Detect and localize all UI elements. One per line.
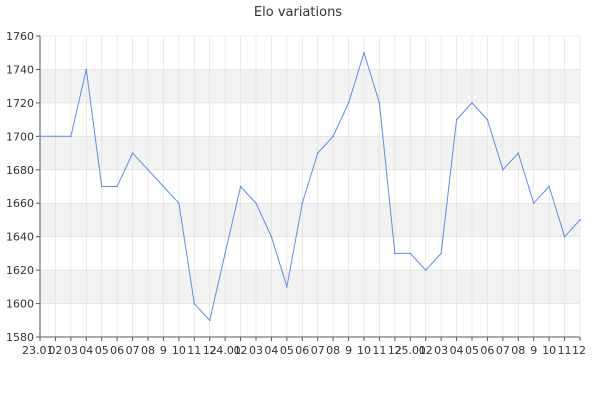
x-tick-label: 08 [326, 344, 340, 357]
y-tick-label: 1620 [6, 264, 34, 277]
grid-band [40, 69, 580, 103]
x-tick-label: 07 [126, 344, 140, 357]
x-tick-label: 9 [160, 344, 167, 357]
x-tick-label: 9 [345, 344, 352, 357]
data-point [255, 202, 257, 205]
x-tick-label: 02 [48, 344, 62, 357]
data-point [486, 118, 489, 121]
chart-title: Elo variations [254, 5, 342, 20]
x-tick-label: 02 [419, 344, 433, 357]
x-tick-label: 08 [511, 344, 525, 357]
y-tick-label: 1640 [6, 231, 34, 244]
data-point [193, 302, 196, 305]
data-point [270, 235, 273, 238]
series-layer [39, 50, 581, 322]
data-point [548, 185, 550, 188]
x-tick-label: 07 [311, 344, 325, 357]
data-point [409, 252, 412, 255]
x-tick-label: 10 [357, 344, 371, 357]
data-point [332, 135, 334, 138]
x-tick-label: 11 [187, 344, 201, 357]
grid-band [40, 136, 580, 170]
x-tick-label: 06 [480, 344, 494, 357]
data-point [502, 168, 504, 171]
x-tick-label: 04 [264, 344, 278, 357]
data-point [301, 202, 304, 205]
alternating-bands [40, 69, 580, 304]
y-tick-label: 1760 [6, 30, 34, 43]
data-point [178, 202, 180, 205]
x-tick-label: 12 [388, 344, 402, 357]
x-tick-label: 9 [530, 344, 537, 357]
grid-band [40, 203, 580, 237]
data-point [517, 152, 520, 154]
data-point [116, 185, 118, 188]
axes [39, 36, 580, 338]
y-tick-label: 1740 [6, 63, 34, 76]
data-point [224, 252, 226, 255]
x-tick-label: 03 [434, 344, 448, 357]
data-point [208, 319, 211, 322]
data-point [100, 185, 103, 188]
data-point [162, 185, 165, 188]
x-tick-label: 12 [203, 344, 217, 357]
x-tick-label: 06 [110, 344, 124, 357]
x-tick-label: 10 [172, 344, 186, 357]
x-tick-label: 08 [141, 344, 155, 357]
y-tick-label: 1700 [6, 130, 34, 143]
elo-series-line [40, 50, 581, 322]
data-point [39, 135, 41, 138]
x-tick-label: 10 [542, 344, 556, 357]
x-tick-label: 04 [79, 344, 93, 357]
x-tick-label: 05 [280, 344, 294, 357]
x-tick-label: 05 [95, 344, 109, 357]
data-point [532, 202, 535, 205]
data-point [378, 102, 381, 104]
data-point [70, 135, 72, 138]
y-tick-label: 1720 [6, 97, 34, 110]
x-tick-label: 12 [572, 344, 586, 357]
data-point [455, 118, 458, 121]
y-tick-labels: 1580 1600 1620 1640 1660 1680 1700 1720 1740 1760 [6, 30, 34, 344]
y-tick-label: 1660 [6, 197, 34, 210]
data-point [85, 68, 88, 71]
data-point [440, 252, 442, 255]
data-point [131, 152, 134, 154]
x-tick-label: 25.01 [395, 344, 427, 357]
x-tick-label: 05 [465, 344, 479, 357]
x-tick-label: 03 [64, 344, 78, 357]
x-tick-label: 04 [450, 344, 464, 357]
data-point [316, 152, 319, 154]
x-tick-label: 23.01 [22, 344, 54, 357]
y-tick-label: 1680 [6, 164, 34, 177]
data-point [239, 185, 242, 188]
y-tick-label: 1600 [6, 298, 34, 311]
x-tick-label: 24.01 [209, 344, 241, 357]
grid-band [40, 270, 580, 304]
x-tick-label: 02 [234, 344, 248, 357]
data-point [563, 235, 566, 238]
data-point [471, 102, 473, 104]
data-point [147, 168, 149, 171]
x-tick-label: 06 [295, 344, 309, 357]
x-tick-label: 11 [558, 344, 572, 357]
data-point [54, 135, 57, 138]
data-point [424, 269, 427, 271]
data-point [363, 51, 365, 54]
data-point [579, 219, 581, 221]
y-tick-label: 1580 [6, 331, 34, 344]
x-tick-label: 03 [249, 344, 263, 357]
x-tick-label: 07 [496, 344, 510, 357]
data-point [394, 252, 396, 255]
data-point [286, 286, 288, 288]
data-point [347, 102, 350, 104]
x-tick-label: 11 [372, 344, 386, 357]
